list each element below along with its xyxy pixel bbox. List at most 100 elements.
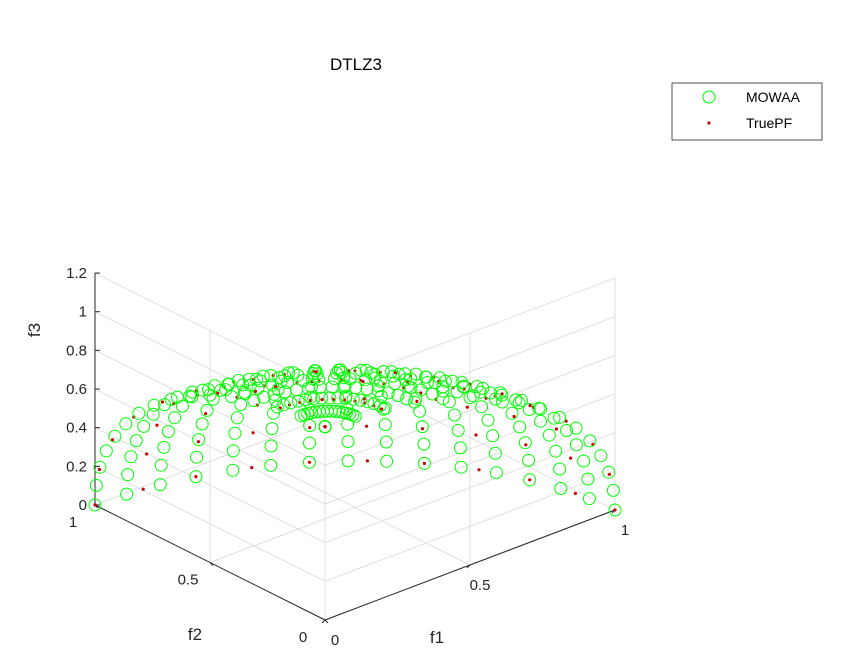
z-tick-label: 1.2 — [66, 265, 87, 282]
mowaa-point — [264, 369, 278, 383]
truepf-point — [528, 478, 532, 482]
mowaa-point — [522, 403, 536, 416]
mowaa-point — [337, 371, 351, 385]
truepf-point — [155, 423, 159, 427]
mowaa-point — [236, 378, 250, 392]
mowaa-point — [354, 393, 368, 407]
truepf-point — [196, 440, 200, 444]
mowaa-point — [371, 384, 385, 398]
mowaa-point — [291, 368, 305, 382]
mowaa-point — [226, 463, 240, 477]
mowaa-point — [230, 411, 244, 425]
mowaa-point — [466, 389, 480, 403]
grid-line — [324, 354, 616, 466]
mowaa-point — [569, 421, 583, 435]
mowaa-point — [132, 406, 146, 420]
z-axis-title: f3 — [25, 323, 44, 337]
mowaa-point — [164, 392, 178, 406]
legend-box — [671, 82, 823, 141]
mowaa-point — [419, 370, 433, 384]
mowaa-point — [436, 392, 450, 406]
mowaa-point — [359, 363, 373, 377]
truepf-point — [393, 371, 397, 375]
mowaa-point — [153, 478, 167, 492]
truepf-point — [93, 503, 97, 507]
mowaa-point — [481, 413, 495, 427]
truepf-point — [194, 475, 198, 479]
legend-truepf-label: TruePF — [746, 115, 792, 131]
truepf-point — [465, 405, 469, 409]
mowaa-point — [377, 402, 391, 416]
truepf-point — [365, 459, 369, 463]
mowaa-point — [602, 465, 616, 479]
mowaa-point — [606, 483, 620, 497]
mowaa-point — [290, 383, 303, 397]
mowaa-point — [157, 440, 171, 454]
mowaa-point — [175, 399, 189, 413]
mowaa-point — [577, 454, 591, 468]
mowaa-point — [225, 390, 238, 404]
mowaa-point — [448, 408, 461, 422]
mowaa-point — [108, 429, 122, 443]
mowaa-point — [129, 434, 143, 448]
mowaa-point — [196, 383, 210, 397]
mowaa-point — [542, 428, 556, 442]
mowaa-point — [404, 372, 418, 386]
truepf-point — [307, 460, 311, 464]
mowaa-point — [121, 468, 135, 482]
z-tick-label: 0.2 — [66, 458, 87, 475]
mowaa-point — [346, 392, 360, 406]
mowaa-point — [171, 390, 184, 404]
z-tick-label: 0.6 — [66, 381, 87, 398]
mowaa-point — [147, 398, 161, 412]
mowaa-point — [489, 392, 502, 406]
truepf-points — [93, 369, 617, 512]
mowaa-point — [522, 453, 536, 467]
mowaa-point — [392, 367, 406, 381]
truepf-point — [160, 400, 164, 404]
z-tick-label: 1 — [79, 304, 87, 321]
y-tick-label: 1 — [69, 514, 77, 531]
mowaa-point — [341, 454, 355, 468]
mowaa-point — [291, 394, 305, 408]
truepf-point — [474, 433, 478, 437]
mowaa-point — [426, 387, 439, 401]
x-tick — [321, 619, 326, 624]
mowaa-point — [307, 392, 321, 406]
x-tick-label: 0 — [331, 632, 339, 649]
y-tick — [324, 619, 329, 624]
z-tick-label: 0 — [79, 497, 87, 514]
mowaa-point — [386, 369, 400, 383]
mowaa-point — [554, 482, 568, 495]
truepf-point — [250, 466, 254, 470]
mowaa-point — [513, 420, 527, 434]
grid-line — [94, 349, 326, 466]
truepf-point — [365, 424, 369, 428]
y-tick — [209, 562, 214, 566]
mowaa-point — [414, 383, 428, 397]
mowaa-point — [266, 378, 279, 392]
mowaa-point — [264, 458, 278, 472]
mowaa-point — [583, 434, 597, 448]
mowaa-point — [195, 417, 209, 431]
mowaa-point — [358, 373, 372, 387]
truepf-point — [361, 379, 365, 384]
mowaa-point — [451, 423, 465, 437]
axis-box — [94, 273, 616, 621]
mowaa-point — [257, 390, 271, 404]
mowaa-point — [247, 394, 261, 408]
mowaa-point — [303, 436, 316, 450]
mowaa-point — [594, 449, 608, 463]
truepf-point — [320, 398, 324, 402]
mowaa-point — [442, 395, 456, 409]
mowaa-point — [338, 379, 352, 393]
mowaa-point — [161, 425, 175, 438]
truepf-point — [573, 491, 578, 495]
truepf-point — [569, 456, 573, 460]
mowaa-point — [373, 374, 387, 388]
truepf-point — [512, 414, 516, 419]
mowaa-point — [360, 382, 374, 396]
grid-layer — [94, 272, 616, 621]
mowaa-point — [349, 381, 363, 395]
